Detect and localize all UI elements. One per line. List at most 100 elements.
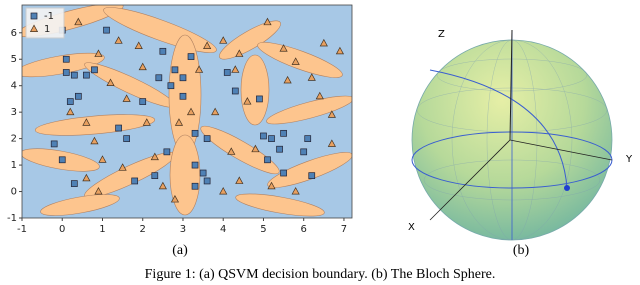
square-point: [167, 82, 175, 90]
x-tick-label: 2: [140, 224, 146, 235]
square-point: [300, 148, 308, 156]
bloch-sphere: Z Y X: [408, 29, 633, 241]
square-point: [280, 129, 287, 137]
square-point: [191, 161, 199, 169]
triangle-point: [291, 187, 300, 195]
x-tick-label: 1: [99, 224, 105, 235]
legend-label: 1: [44, 24, 50, 35]
square-point: [123, 135, 130, 142]
triangle-point: [122, 94, 131, 102]
triangle-point: [150, 152, 159, 161]
triangle-point: [118, 163, 127, 171]
square-point: [276, 145, 283, 153]
square-point: [308, 172, 316, 180]
triangle-point: [327, 110, 336, 118]
triangle-point: [231, 65, 240, 73]
triangle-point: [142, 118, 151, 126]
square-point: [131, 177, 139, 185]
legend-marker: [30, 12, 38, 20]
x-tick-label: 4: [220, 224, 226, 235]
triangle-point: [98, 155, 107, 163]
triangle-point: [283, 75, 292, 84]
x-tick-label: -1: [17, 224, 27, 235]
x-tick-label: 0: [59, 224, 65, 235]
square-point: [91, 66, 98, 74]
y-tick-label: 3: [11, 107, 17, 118]
legend: -11: [25, 7, 65, 39]
square-point: [115, 124, 122, 132]
triangle-point: [94, 49, 103, 57]
y-tick-label: 1: [11, 160, 17, 171]
triangle-point: [235, 49, 244, 57]
y-axis-label: Y: [625, 154, 633, 165]
legend-label: -1: [44, 11, 54, 22]
legend-marker: [29, 24, 39, 32]
triangle-point: [114, 36, 123, 44]
y-tick-label: 0: [11, 187, 17, 198]
square-point: [139, 98, 147, 105]
square-point: [268, 135, 275, 142]
triangle-point: [170, 194, 180, 203]
triangle-point: [315, 91, 324, 100]
triangle-point: [267, 181, 276, 190]
caption: Figure 1: (a) QSVM decision boundary. (b…: [145, 267, 496, 282]
y-tick-label: 6: [11, 28, 17, 39]
triangle-point: [90, 136, 99, 145]
square-point: [304, 135, 312, 142]
square-point: [50, 140, 58, 148]
triangle-point: [235, 176, 244, 184]
triangle-point: [251, 144, 260, 153]
triangle-point: [82, 173, 91, 182]
square-point: [191, 182, 199, 190]
triangle-point: [211, 107, 220, 116]
z-axis-label: Z: [438, 29, 445, 40]
square-point: [151, 172, 159, 180]
square-point: [62, 55, 70, 63]
triangle-point: [82, 118, 91, 126]
triangle-point: [106, 78, 115, 87]
square-point: [155, 74, 163, 82]
x-tick-label: 3: [180, 224, 186, 235]
square-point: [191, 129, 199, 137]
triangle-point: [174, 118, 184, 126]
y-tick-label: -1: [7, 213, 17, 224]
square-point: [199, 169, 207, 177]
square-point: [66, 98, 74, 105]
square-point: [83, 71, 90, 79]
triangle-point: [186, 107, 196, 116]
square-point: [179, 74, 187, 82]
square-point: [62, 69, 70, 76]
triangle-point: [227, 147, 236, 155]
triangle-point: [335, 46, 345, 55]
x-axis-label: X: [408, 222, 415, 233]
panel-label: (a): [172, 243, 188, 258]
scatter-points: [50, 17, 345, 203]
x-tick-label: 6: [301, 224, 307, 235]
square-point: [179, 92, 187, 100]
triangle-point: [243, 97, 252, 105]
triangle-point: [263, 17, 272, 26]
square-point: [74, 92, 82, 100]
y-tick-label: 4: [11, 81, 17, 92]
square-point: [163, 148, 171, 156]
triangle-point: [291, 57, 300, 65]
triangle-point: [219, 36, 228, 44]
y-tick-label: 5: [11, 54, 17, 65]
x-tick-label: 7: [341, 224, 347, 235]
square-point: [256, 95, 263, 103]
square-point: [203, 177, 211, 185]
triangle-point: [319, 38, 328, 47]
square-point: [260, 132, 267, 140]
triangle-point: [138, 62, 147, 71]
triangle-point: [279, 44, 288, 52]
triangle-point: [327, 139, 336, 147]
triangle-point: [134, 41, 143, 49]
triangle-point: [219, 187, 228, 195]
square-point: [159, 47, 167, 55]
triangle-point: [66, 107, 75, 116]
square-point: [58, 156, 66, 164]
square-point: [70, 180, 78, 187]
square-point: [203, 135, 211, 142]
square-point: [231, 87, 239, 95]
